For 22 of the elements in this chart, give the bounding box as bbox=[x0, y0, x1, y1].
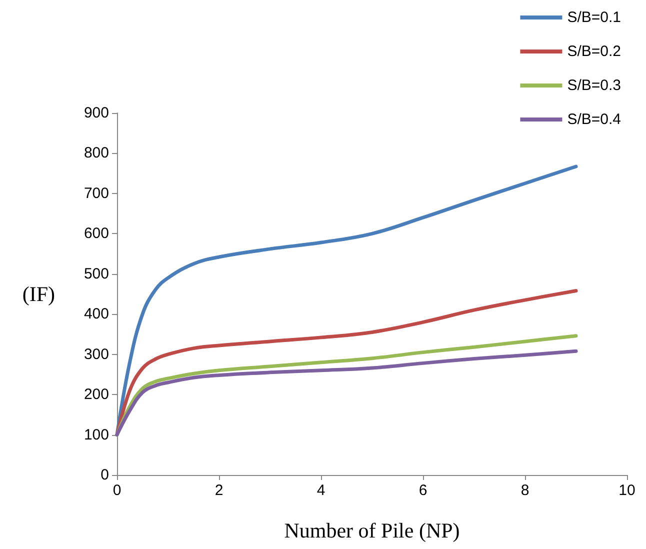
x-axis-title: Number of Pile (NP) bbox=[284, 518, 460, 542]
legend-label: S/B=0.1 bbox=[567, 9, 622, 26]
x-tick-label: 6 bbox=[418, 482, 428, 499]
y-tick-label: 700 bbox=[84, 184, 109, 202]
y-tick-label: 800 bbox=[84, 144, 109, 162]
y-tick-label: 600 bbox=[84, 225, 109, 242]
x-tick-label: 8 bbox=[520, 482, 530, 499]
y-tick-label: 900 bbox=[84, 104, 109, 122]
y-tick-label: 500 bbox=[84, 265, 109, 282]
y-tick-label: 200 bbox=[84, 386, 109, 404]
legend-label: S/B=0.2 bbox=[567, 43, 622, 60]
y-tick-label: 0 bbox=[100, 466, 109, 484]
legend-label: S/B=0.4 bbox=[567, 111, 622, 128]
legend-label: S/B=0.3 bbox=[567, 77, 622, 94]
y-axis-title: (IF) bbox=[22, 282, 55, 306]
x-tick-label: 10 bbox=[618, 482, 636, 499]
y-tick-label: 300 bbox=[84, 346, 109, 363]
x-tick-label: 0 bbox=[112, 482, 122, 499]
y-tick-label: 100 bbox=[84, 426, 109, 444]
x-tick-label: 4 bbox=[316, 482, 326, 499]
y-tick-label: 400 bbox=[84, 306, 109, 323]
x-tick-label: 2 bbox=[214, 482, 224, 499]
